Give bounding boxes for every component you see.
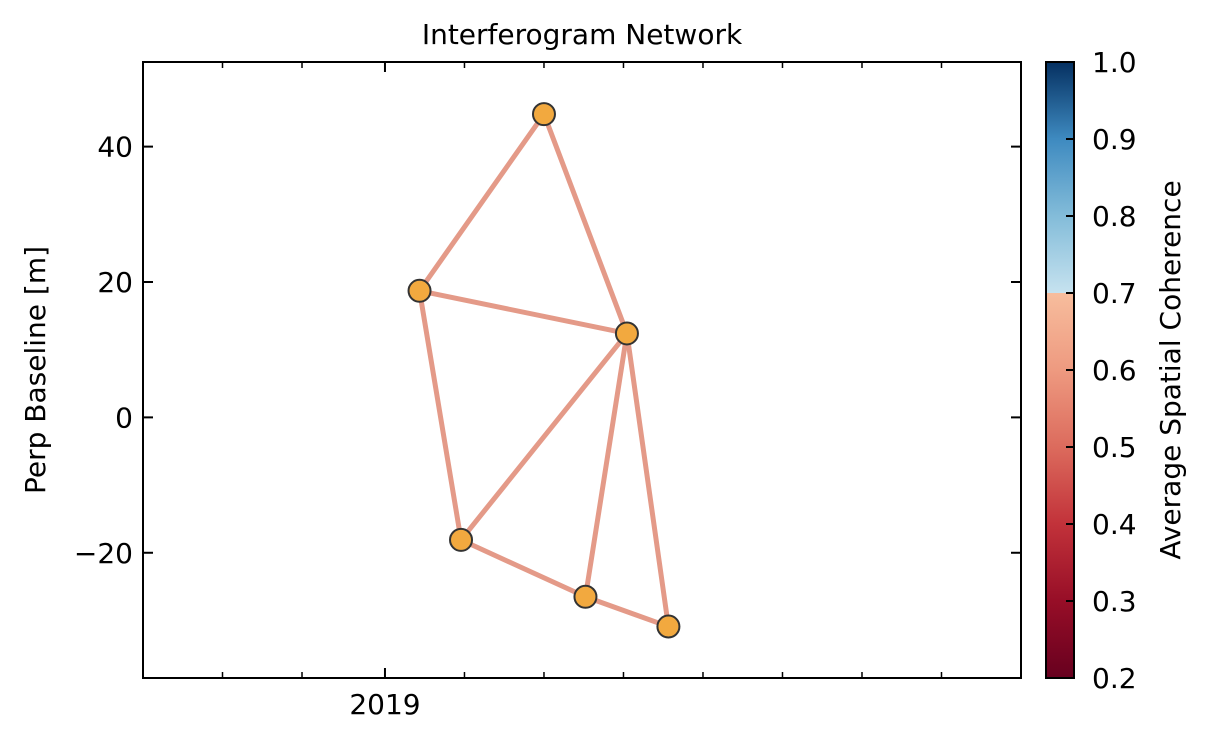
acquisition-point [407,278,432,303]
y-tick-label: 20 [97,266,133,299]
y-tick-label: −20 [74,537,133,570]
y-tick-label: 0 [115,401,133,434]
colorbar-label: Average Spatial Coherence [1154,180,1187,559]
colorbar-tick-label: 1.0 [1092,46,1137,79]
colorbar-tick-label: 0.4 [1092,508,1137,541]
interferogram-pair-line [417,288,464,543]
interferogram-pair-line [417,111,547,294]
y-tick-label: 40 [97,131,133,164]
interferogram-pair-line [541,111,630,336]
acquisition-point [449,527,474,552]
colorbar-tick-label: 0.6 [1092,354,1137,387]
acquisition-point [531,102,556,127]
interferogram-pair-line [417,288,630,336]
colorbar-tick-label: 0.9 [1092,123,1137,156]
y-axis-label: Perp Baseline [m] [19,246,52,494]
colorbar-tick-label: 0.7 [1092,277,1137,310]
acquisition-point [614,321,639,346]
colorbar-tick-label: 0.3 [1092,585,1137,618]
colorbar-tick-label: 0.8 [1092,200,1137,233]
interferogram-pair-line [624,330,671,630]
chart-title: Interferogram Network [422,18,743,51]
x-tick-label: 2019 [349,688,420,721]
acquisition-point [573,584,598,609]
acquisition-point [656,614,681,639]
axis-ticks: 40 20 0 −20 2019 [74,62,1021,721]
interferogram-pair-line [458,537,588,600]
interferogram-pair-line [458,330,630,543]
plot-frame [142,61,1022,679]
colorbar: 0.2 0.3 0.4 0.5 0.6 0.7 0.8 0.9 1.0 [1045,46,1137,695]
colorbar-tick-label: 0.5 [1092,431,1137,464]
interferogram-pair-line [582,330,630,600]
colorbar-tick-label: 0.2 [1092,662,1137,695]
plot-area [407,102,681,639]
interferogram-pair-line [582,594,671,630]
